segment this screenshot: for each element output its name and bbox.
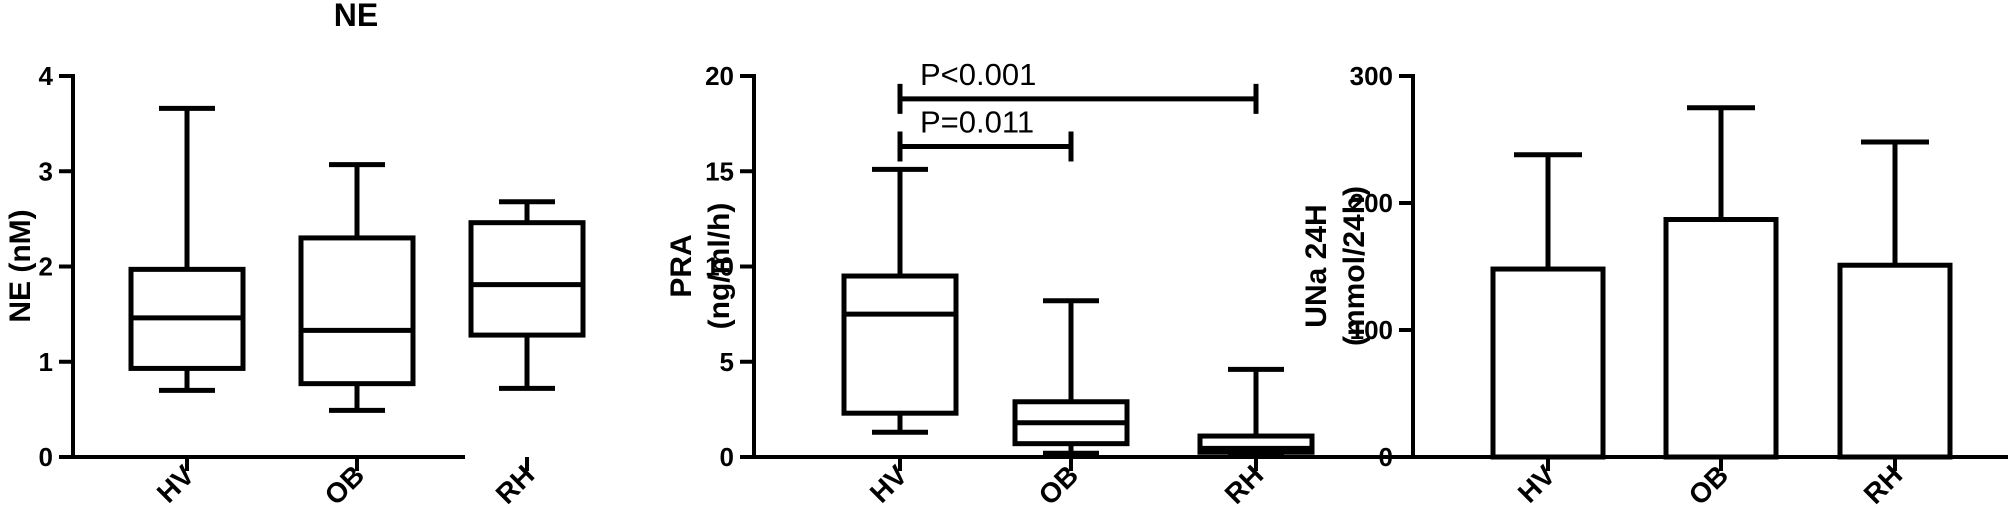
y-tick-label: 5 <box>720 347 734 377</box>
y-tick-label: 2 <box>39 252 53 282</box>
bar-hv <box>1490 266 1606 460</box>
y-tick-label: 4 <box>39 61 54 91</box>
p-value-label: P=0.011 <box>920 104 1034 139</box>
x-tick-label: OB <box>1033 459 1085 511</box>
y-axis-title: (mmol/24h) <box>1338 186 1371 346</box>
y-axis-title: NE (nM) <box>4 209 37 322</box>
y-tick-label: 300 <box>1350 61 1393 91</box>
una-bar-panel: 0 100 200 300 HV OB RH UNa 24H (mmol/24h) <box>1300 61 2008 511</box>
y-tick-label: 0 <box>1379 442 1393 472</box>
y-tick-label: 20 <box>705 61 734 91</box>
y-tick-label: 3 <box>39 156 53 186</box>
y-axis-title: UNa 24H <box>1300 204 1333 327</box>
y-tick-label: 1 <box>39 347 53 377</box>
y-axis-title: (ng/ml/h) <box>703 203 736 330</box>
ne-box-panel: 0 1 2 3 4 HV OB RH NE (nM) NE <box>4 0 586 511</box>
x-tick-label: HV <box>864 459 914 509</box>
x-tick-label: RH <box>1858 459 1909 510</box>
bar-rh <box>1837 262 1953 460</box>
y-tick-label: 100 <box>1350 315 1393 345</box>
p-value-label: P<0.001 <box>920 57 1036 92</box>
x-tick-label: OB <box>319 459 371 511</box>
y-tick-label: 0 <box>39 442 53 472</box>
chart-title: NE <box>334 0 378 33</box>
bar-ob <box>1663 217 1779 460</box>
x-tick-label: RH <box>1219 459 1270 510</box>
y-tick-label: 10 <box>705 252 734 282</box>
box-rh <box>468 220 586 338</box>
y-tick-label: 0 <box>720 442 734 472</box>
x-tick-label: OB <box>1683 459 1735 511</box>
y-tick-label: 200 <box>1350 188 1393 218</box>
x-tick-label: HV <box>1512 459 1562 509</box>
box-ob <box>298 235 416 387</box>
x-tick-label: RH <box>490 459 541 510</box>
y-tick-label: 15 <box>705 156 734 186</box>
y-axis-title: PRA <box>665 234 698 297</box>
box-hv <box>841 273 959 416</box>
x-tick-label: HV <box>151 459 201 509</box>
